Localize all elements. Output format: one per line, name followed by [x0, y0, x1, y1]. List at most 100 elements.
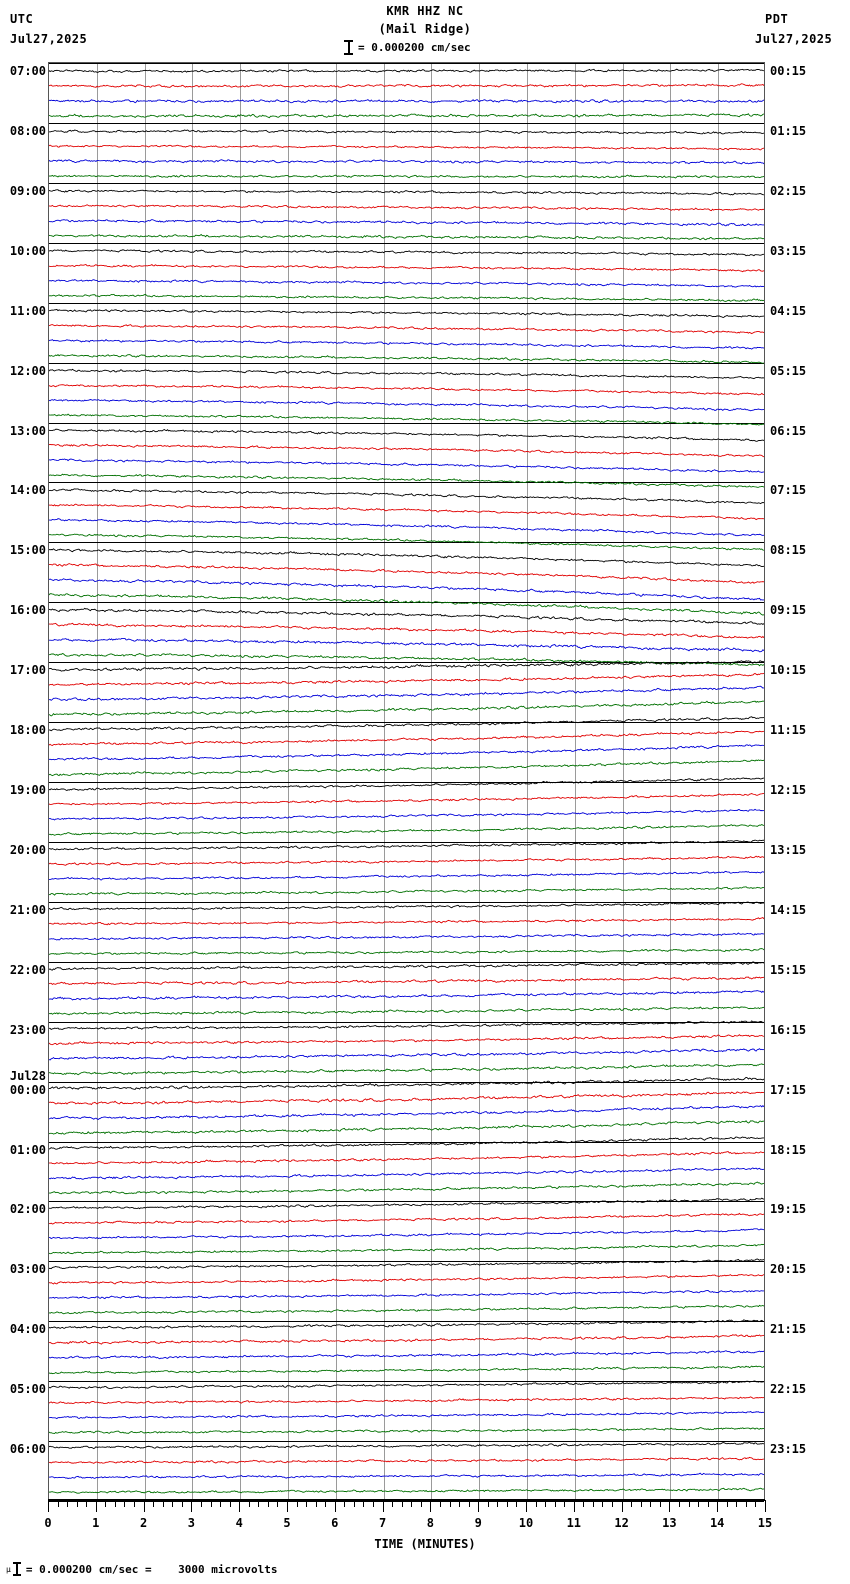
trace-2300-1	[49, 1034, 764, 1046]
trace-0200-1	[49, 1212, 764, 1225]
trace-2200-0	[49, 961, 764, 971]
trace-0700-2	[49, 99, 764, 104]
x-tick-minor	[114, 1500, 116, 1507]
hour-line-2	[49, 183, 764, 184]
x-tick-label-11: 11	[566, 1516, 582, 1530]
x-tick-minor	[229, 1500, 231, 1507]
x-tick-minor	[602, 1500, 604, 1507]
x-tick-major-8	[430, 1500, 432, 1512]
pdt-date-label: Jul27,2025	[755, 32, 833, 46]
pdt-zone-label: PDT	[765, 12, 789, 26]
x-tick-minor	[631, 1500, 633, 1507]
trace-1700-0	[49, 660, 764, 672]
trace-1300-0	[49, 428, 764, 442]
pdt-hour-label-1515: 15:15	[770, 962, 807, 977]
hour-line-6	[49, 423, 764, 424]
x-tick-major-13	[669, 1500, 671, 1512]
trace-1900-2	[49, 808, 764, 821]
gridline-minute-7	[383, 63, 385, 1499]
trace-1400-0	[49, 488, 764, 505]
x-tick-label-1: 1	[92, 1516, 100, 1530]
x-tick-label-0: 0	[44, 1516, 52, 1530]
hour-separator-lines	[49, 63, 764, 1502]
utc-hour-label-0800: 08:00	[9, 123, 46, 138]
pdt-hour-label-0415: 04:15	[770, 303, 807, 318]
x-tick-label-13: 13	[662, 1516, 677, 1530]
pdt-hour-label-0715: 07:15	[770, 483, 807, 498]
trace-2000-3	[49, 886, 764, 896]
x-tick-minor	[736, 1500, 738, 1507]
hour-line-5	[49, 363, 764, 364]
x-tick-major-9	[478, 1500, 480, 1512]
hour-line-11	[49, 722, 764, 723]
x-tick-major-4	[239, 1500, 241, 1512]
hour-line-15	[49, 962, 764, 963]
x-tick-major-3	[191, 1500, 193, 1512]
trace-0400-0	[49, 1319, 764, 1330]
x-tick-minor	[267, 1500, 269, 1507]
trace-0300-3	[49, 1304, 764, 1315]
trace-1800-3	[49, 759, 764, 777]
x-tick-minor	[296, 1500, 298, 1507]
trace-2000-1	[49, 855, 764, 866]
x-tick-minor	[698, 1500, 700, 1507]
hour-line-17	[49, 1082, 764, 1083]
x-tick-label-8: 8	[426, 1516, 435, 1530]
trace-0600-1	[49, 1456, 764, 1464]
trace-0300-2	[49, 1289, 764, 1300]
trace-2300-0	[49, 1020, 764, 1031]
x-tick-major-2	[143, 1500, 145, 1512]
x-tick-label-9: 9	[474, 1516, 482, 1530]
x-tick-minor	[755, 1500, 757, 1507]
trace-1700-3	[49, 700, 764, 717]
seismogram-plot[interactable]	[48, 62, 765, 1502]
gridline-minute-2	[144, 63, 146, 1499]
trace-0600-2	[49, 1472, 764, 1480]
x-tick-minor	[258, 1500, 260, 1507]
utc-hour-label-1400: 14:00	[9, 483, 46, 498]
pdt-hour-label-0115: 01:15	[770, 123, 807, 138]
trace-0700-1	[49, 83, 764, 88]
pdt-hour-label-1415: 14:15	[770, 902, 807, 917]
trace-1500-1	[49, 563, 764, 584]
x-tick-minor	[315, 1500, 317, 1507]
x-tick-major-6	[334, 1500, 336, 1512]
x-tick-label-3: 3	[187, 1516, 196, 1530]
footer-scale-legend: μ = 0.000200 cm/sec = 3000 microvolts	[6, 1562, 278, 1576]
x-tick-minor	[200, 1500, 202, 1507]
x-tick-minor	[612, 1500, 614, 1507]
hour-line-19	[49, 1201, 764, 1202]
hour-line-10	[49, 662, 764, 663]
x-tick-minor	[420, 1500, 422, 1507]
trace-1600-0	[49, 607, 764, 626]
trace-2100-2	[49, 932, 764, 941]
pdt-hour-label-0515: 05:15	[770, 363, 807, 378]
x-tick-minor	[57, 1500, 59, 1507]
hour-line-8	[49, 542, 764, 543]
x-tick-minor	[353, 1500, 355, 1507]
pdt-hour-label-0815: 08:15	[770, 543, 807, 558]
day-change-marker: Jul28	[9, 1068, 46, 1083]
gridline-minute-4	[240, 63, 242, 1499]
x-tick-minor	[67, 1500, 69, 1507]
trace-0000-3	[49, 1120, 764, 1135]
x-tick-minor	[650, 1500, 652, 1507]
trace-1200-3	[49, 413, 764, 426]
trace-2100-0	[49, 901, 764, 911]
trace-1300-2	[49, 458, 764, 473]
utc-hour-label-0100: 01:00	[9, 1142, 46, 1157]
trace-2200-3	[49, 1006, 764, 1016]
gridline-minute-14	[718, 63, 720, 1499]
pdt-hour-label-1015: 10:15	[770, 663, 807, 678]
trace-0800-2	[49, 159, 764, 165]
pdt-hour-label-1115: 11:15	[770, 723, 807, 738]
hour-line-1	[49, 123, 764, 124]
x-tick-minor	[210, 1500, 212, 1507]
trace-0400-2	[49, 1350, 764, 1360]
trace-0100-0	[49, 1136, 764, 1150]
x-tick-major-15	[765, 1500, 766, 1512]
vertical-ibar-icon	[344, 39, 353, 55]
x-tick-minor	[497, 1500, 499, 1507]
utc-hour-label-1500: 15:00	[9, 543, 46, 558]
utc-date-label: Jul27,2025	[10, 32, 88, 46]
